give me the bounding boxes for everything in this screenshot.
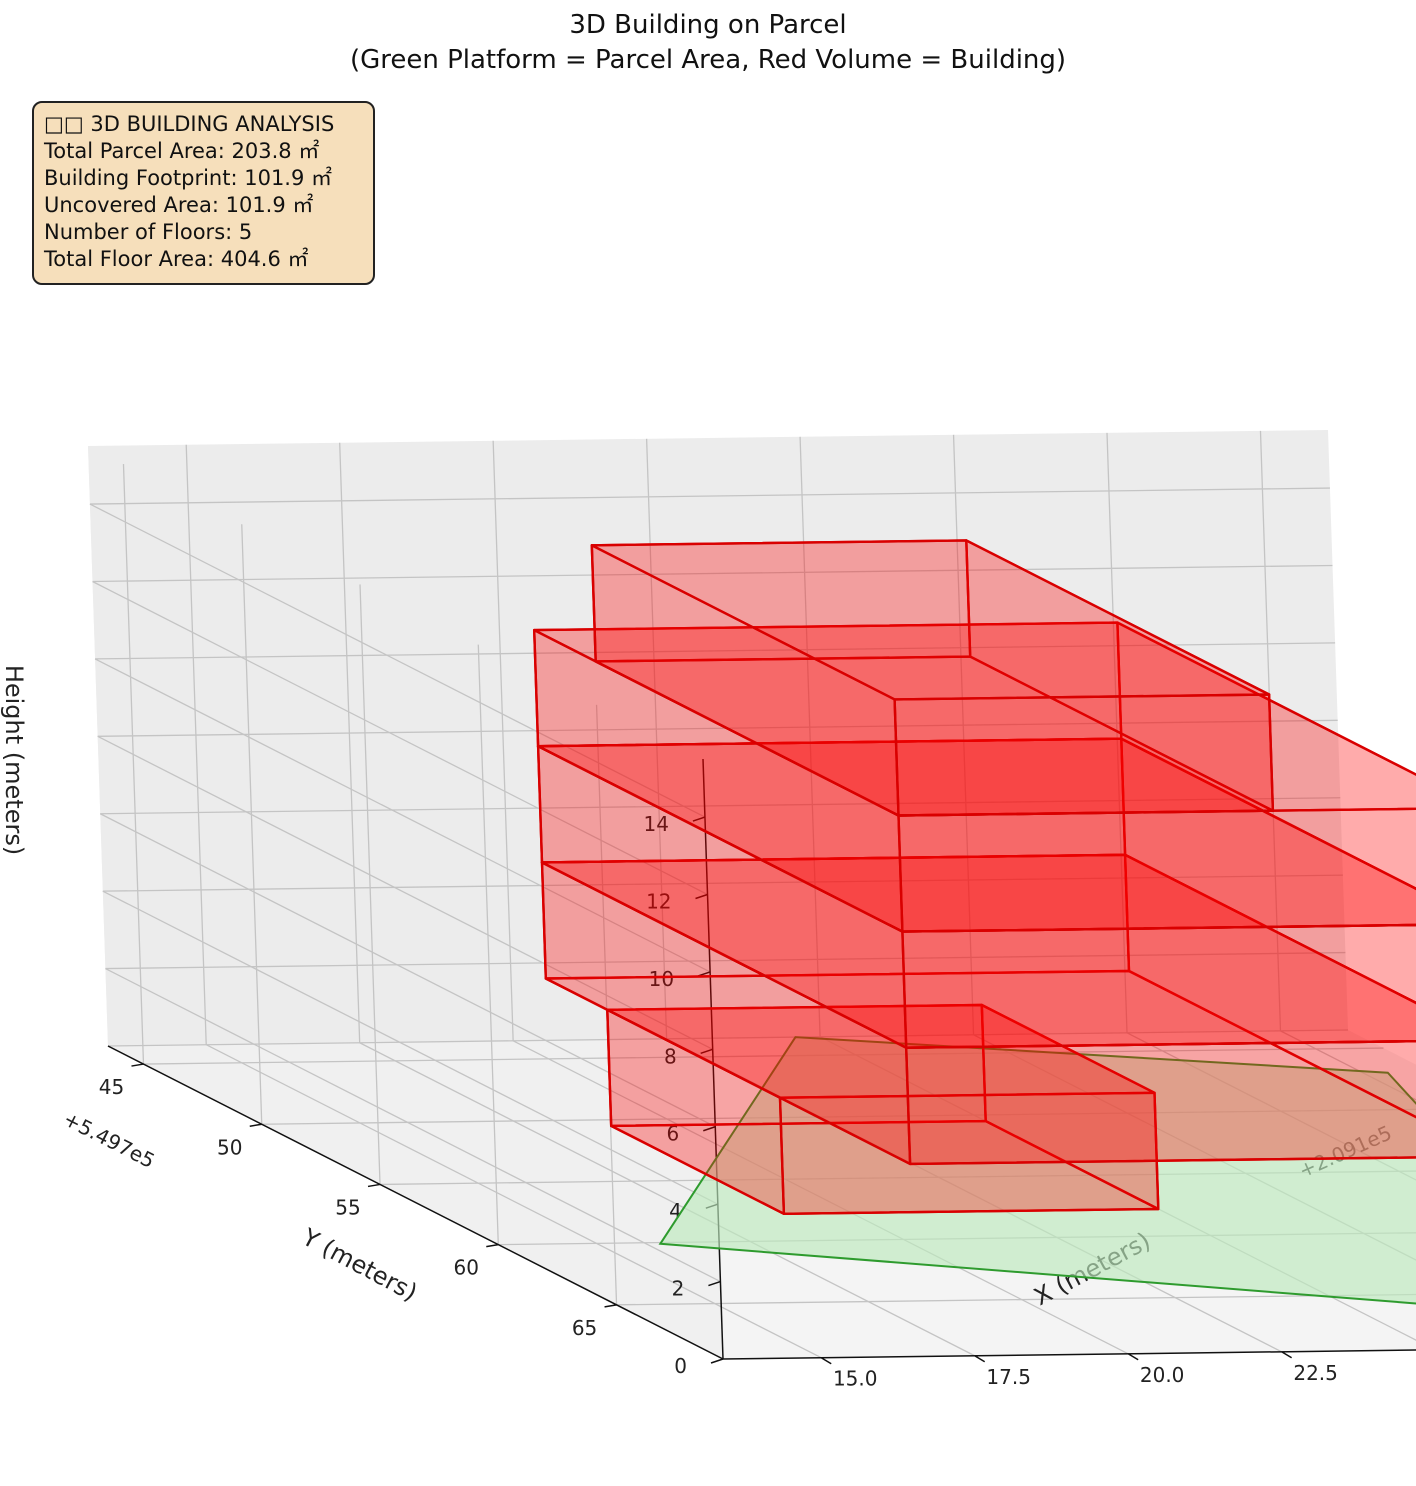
z-tick <box>700 1048 713 1055</box>
chart-marks <box>533 539 1416 1305</box>
grid-line-x <box>1106 432 1128 1033</box>
grid-line-z <box>89 487 1330 505</box>
x-tick-label: 20.0 <box>1140 1363 1185 1387</box>
y-axis-line <box>107 1045 724 1360</box>
info-total-parcel-area: Total Parcel Area: 203.8 ㎡ <box>44 139 320 163</box>
building-floor-5 <box>590 539 1275 817</box>
y-tick-label: 55 <box>335 1195 360 1219</box>
grid-line-z <box>105 968 721 1283</box>
chart-title: 3D Building on Parcel <box>569 10 847 40</box>
building-floor-3 <box>536 737 1416 1049</box>
x-tick-label: 15.0 <box>833 1367 878 1391</box>
grid-line-z <box>102 874 1343 892</box>
building-face <box>897 807 1416 933</box>
building-face <box>590 539 1271 701</box>
y-offset-label: +5.497e5 <box>60 1107 159 1173</box>
building-floor-4 <box>533 621 1416 933</box>
building-face <box>1120 737 1416 1005</box>
building-face <box>901 923 1416 1049</box>
x-axis-line <box>722 1349 1416 1360</box>
grid-line-z <box>107 1029 1349 1047</box>
chart-subtitle: (Green Platform = Parcel Area, Red Volum… <box>349 45 1067 75</box>
z-tick <box>703 1126 716 1132</box>
grid-line-x <box>205 1044 822 1359</box>
info-uncovered-area: Uncovered Area: 101.9 ㎡ <box>44 193 314 217</box>
x-tick <box>820 1357 832 1365</box>
grid-line-z <box>95 642 1336 660</box>
y-tick <box>486 1243 499 1248</box>
y-tick <box>367 1183 381 1188</box>
z-tick <box>708 1280 721 1287</box>
grid-line-y <box>477 644 499 1245</box>
grid-line-y <box>143 1047 1384 1065</box>
grid-line-z <box>105 951 1346 970</box>
z-tick <box>710 1358 724 1364</box>
x-tick-label: 17.5 <box>986 1365 1031 1389</box>
grid-line-z <box>102 890 719 1205</box>
info-building-footprint: Building Footprint: 101.9 ㎡ <box>44 166 333 190</box>
y-tick <box>604 1304 617 1308</box>
grid-line-x <box>339 442 361 1043</box>
grid-line-z <box>92 564 1333 583</box>
grid-line-y <box>241 524 263 1125</box>
grid-line-y <box>616 1293 1416 1306</box>
building-face <box>905 1039 1416 1166</box>
z-tick-label: 12 <box>646 889 671 913</box>
x-tick <box>1127 1353 1139 1361</box>
grid-line-x <box>799 436 821 1037</box>
z-tick-label: 14 <box>643 812 668 836</box>
info-heading: □□ 3D BUILDING ANALYSIS <box>44 112 335 136</box>
building-face <box>893 693 1275 817</box>
building-face <box>1123 853 1416 1119</box>
grid-line-x <box>952 434 975 1035</box>
z-tick-label: 0 <box>674 1354 687 1378</box>
grid-line-x <box>359 1042 975 1357</box>
z-tick <box>697 971 711 977</box>
y-tick-label: 60 <box>454 1256 479 1280</box>
z-tick <box>695 893 708 900</box>
grid-line-y <box>359 584 381 1185</box>
y-tick-label: 65 <box>572 1316 597 1340</box>
grid-line-z <box>94 658 711 973</box>
z-tick-label: 8 <box>664 1044 677 1068</box>
building-face <box>1116 621 1416 891</box>
grid-line-y <box>122 464 145 1065</box>
grid-line-z <box>89 503 706 818</box>
z-tick-label: 10 <box>649 967 674 991</box>
grid-line-z <box>97 719 1338 737</box>
grid-line-z <box>99 813 716 1128</box>
z-tick <box>692 816 706 822</box>
info-number-of-floors: Number of Floors: 5 <box>44 220 253 244</box>
grid-lines <box>89 430 1416 1360</box>
grid-line-y <box>595 704 618 1305</box>
y-tick <box>131 1063 144 1067</box>
analysis-info-box: □□ 3D BUILDING ANALYSIS Total Parcel Are… <box>32 101 375 285</box>
grid-line-z <box>92 580 708 896</box>
grid-line-z <box>97 735 713 1050</box>
y-tick <box>249 1123 262 1127</box>
z-tick-label: 2 <box>672 1277 685 1301</box>
building-floor-2 <box>540 853 1416 1166</box>
x-tick-label: 22.5 <box>1293 1361 1338 1385</box>
grid-line-z <box>100 797 1341 815</box>
y-axis-label: Y (meters) <box>297 1223 422 1307</box>
x-tick <box>974 1355 986 1363</box>
y-tick-label: 50 <box>217 1135 242 1159</box>
z-axis-label: Height (meters) <box>0 665 28 855</box>
grid-line-x <box>185 444 207 1045</box>
info-total-floor-area: Total Floor Area: 404.6 ㎡ <box>44 247 309 271</box>
grid-line-x <box>492 440 514 1041</box>
z-tick-label: 6 <box>667 1122 680 1146</box>
x-tick <box>1281 1351 1292 1359</box>
z-axis-line <box>702 758 724 1360</box>
y-tick-label: 45 <box>99 1075 124 1099</box>
grid-line-x <box>645 438 668 1039</box>
axis-lines <box>107 758 1416 1360</box>
